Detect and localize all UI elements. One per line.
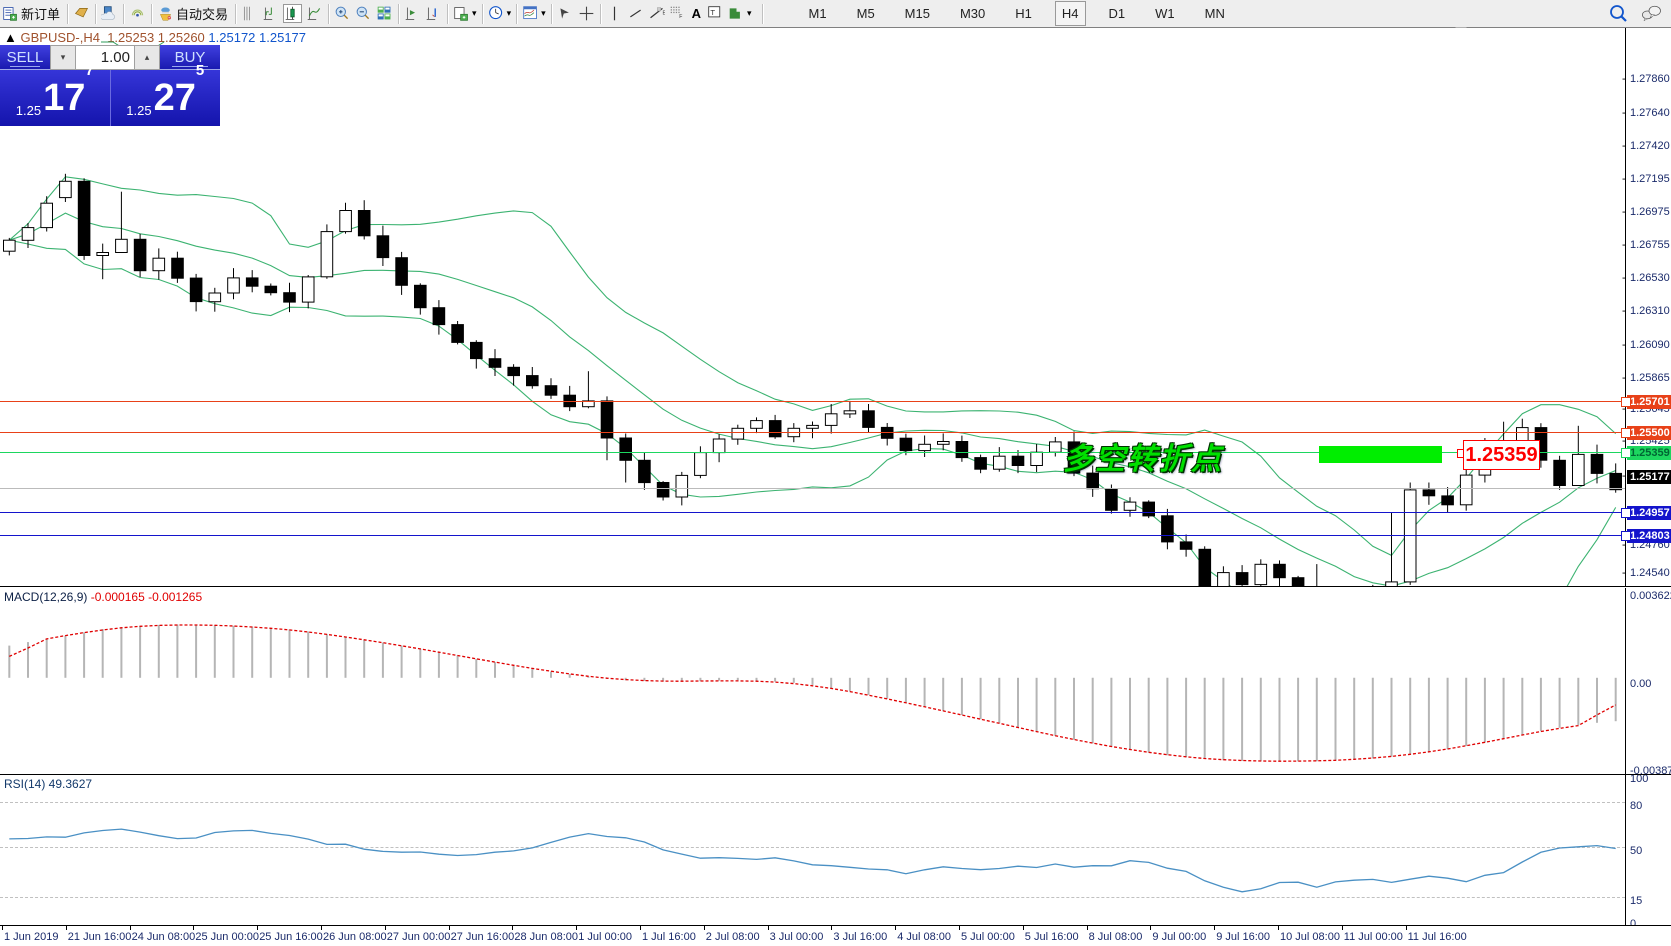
svg-text:F: F	[679, 14, 682, 20]
svg-text:E: E	[662, 10, 665, 16]
svg-text:T: T	[710, 8, 715, 17]
